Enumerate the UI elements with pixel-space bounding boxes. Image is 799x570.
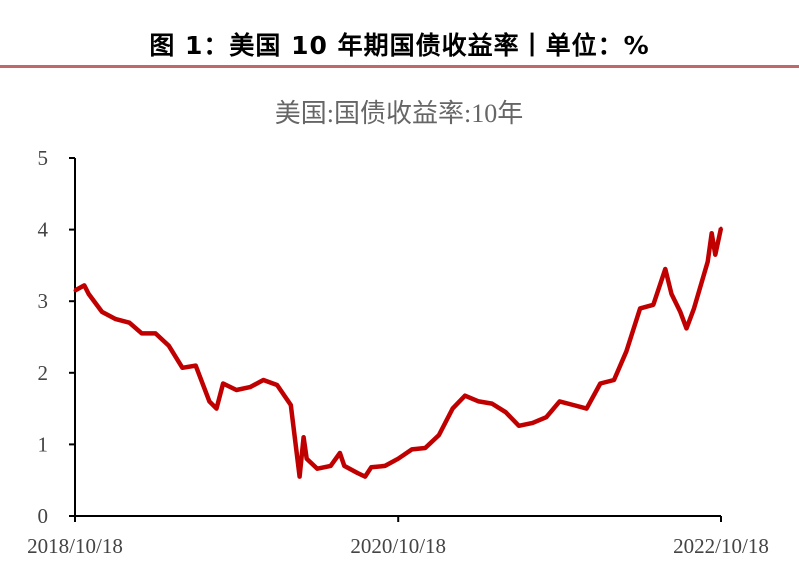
data-point (356, 471, 360, 475)
data-point (234, 388, 238, 392)
data-point (685, 326, 689, 330)
y-tick-label: 2 (38, 361, 49, 385)
data-point (437, 433, 441, 437)
data-point (531, 421, 535, 425)
data-point (558, 399, 562, 403)
y-tick-label: 5 (38, 146, 49, 170)
data-point (261, 378, 265, 382)
data-point (342, 464, 346, 468)
data-point (248, 385, 252, 389)
data-point (463, 394, 467, 398)
axes: 0 1 2 3 4 5 2018/10/18 2020/10/18 2022/10/18 (27, 146, 769, 558)
data-point (289, 403, 293, 407)
y-tick-label: 3 (38, 289, 49, 313)
data-point (275, 383, 279, 387)
y-tick-label: 4 (38, 218, 49, 242)
data-point (598, 382, 602, 386)
data-point (100, 310, 104, 314)
data-point (207, 399, 211, 403)
x-tick-label: 2022/10/18 (673, 534, 769, 558)
data-point (477, 399, 481, 403)
data-point (504, 410, 508, 414)
data-point (517, 424, 521, 428)
data-point (221, 382, 225, 386)
chart-title: 美国:国债收益率:10年 (275, 99, 523, 128)
data-point (678, 310, 682, 314)
data-point (638, 306, 642, 310)
data-point (329, 464, 333, 468)
plot-area (73, 226, 724, 479)
data-point (490, 402, 494, 406)
data-point (706, 260, 710, 264)
title-divider (0, 65, 799, 68)
data-point (663, 267, 667, 271)
data-point (214, 407, 218, 411)
data-point (363, 475, 367, 479)
data-point (180, 366, 184, 370)
data-point (624, 349, 628, 353)
data-point (692, 306, 696, 310)
x-tick-label: 2020/10/18 (350, 534, 446, 558)
y-tick-label: 1 (38, 432, 49, 456)
data-point (585, 407, 589, 411)
data-point (338, 451, 342, 455)
data-point (719, 226, 723, 230)
data-point (669, 292, 673, 296)
data-point (651, 303, 655, 307)
data-point (713, 253, 717, 257)
data-point (383, 464, 387, 468)
data-point (298, 475, 302, 479)
data-point (544, 415, 548, 419)
data-point (423, 446, 427, 450)
data-point (87, 292, 91, 296)
y-tick-label: 0 (38, 504, 49, 528)
data-point (571, 403, 575, 407)
data-point (612, 378, 616, 382)
data-point (167, 344, 171, 348)
data-point (194, 364, 198, 368)
data-point (710, 231, 714, 235)
data-point (396, 457, 400, 461)
x-tick-label: 2018/10/18 (27, 534, 123, 558)
data-point (73, 288, 77, 292)
data-point (451, 407, 455, 411)
data-point (305, 457, 309, 461)
data-point (140, 331, 144, 335)
data-point (302, 435, 306, 439)
yield-series-line (73, 227, 724, 479)
data-point (82, 283, 86, 287)
figure-title: 图 1：美国 10 年期国债收益率丨单位：% (149, 31, 650, 60)
data-point (153, 331, 157, 335)
data-point (114, 317, 118, 321)
data-point (369, 465, 373, 469)
data-point (127, 321, 131, 325)
data-point (410, 447, 414, 451)
data-point (315, 467, 319, 471)
